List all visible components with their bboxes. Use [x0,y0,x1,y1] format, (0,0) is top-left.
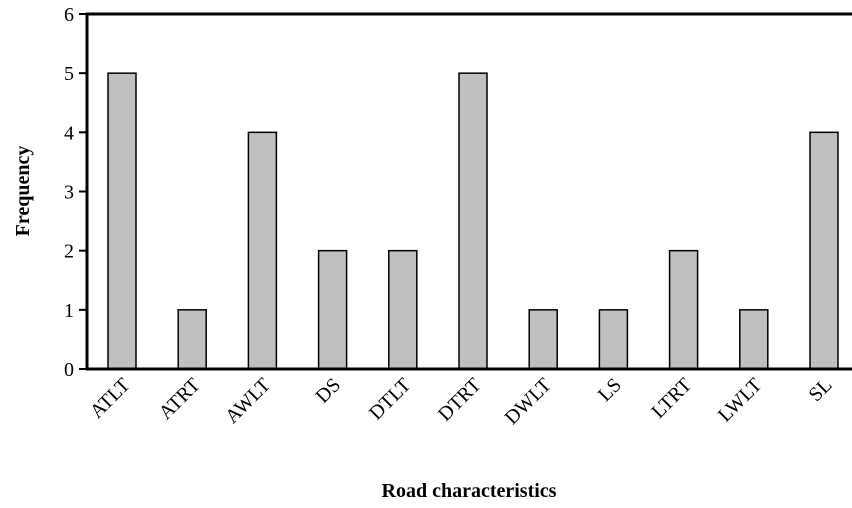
y-ticks: 0 1 2 3 4 5 6 [64,4,87,381]
bar-sl [809,131,839,370]
x-tick-label-ds: DS [311,374,345,408]
x-tick-label-atlt: ATLT [86,374,135,423]
bar-ltrt [668,249,699,370]
x-tick-label-ls: LS [594,374,626,406]
y-tick-label: 3 [64,182,74,204]
bar-lwlt [739,309,769,370]
y-tick-label: 0 [64,359,74,381]
bar-ds [317,249,348,370]
bar-atrt [177,309,207,370]
x-tick-label-dwlt: DWLT [501,374,556,429]
bar-dtrt [458,72,488,370]
bars [107,72,839,370]
y-tick-label: 4 [64,122,74,144]
x-tick-label-dtlt: DTLT [365,374,415,424]
x-tick-label-atrt: ATRT [155,374,205,424]
x-tick-label-ltrt: LTRT [647,374,696,423]
bar-awlt [247,131,278,370]
x-tick-labels: ATLT ATRT AWLT DS DTLT DTRT DWLT LS LTRT LWLT SL [86,374,837,429]
bar-dtlt [388,249,418,370]
bar-atlt [107,72,137,370]
y-axis-title: Frequency [12,146,34,237]
bar-ls [598,309,629,370]
y-tick-label: 1 [64,300,74,322]
x-tick-label-awlt: AWLT [221,374,275,428]
x-axis-title: Road characteristics [382,480,557,502]
bar-dwlt [528,309,558,370]
y-tick-label: 6 [64,4,74,26]
y-tick-label: 5 [64,63,74,85]
x-tick-label-sl: SL [804,374,836,406]
x-tick-label-dtrt: DTRT [434,374,486,426]
y-tick-label: 2 [64,241,74,263]
x-tick-label-lwlt: LWLT [714,374,766,426]
